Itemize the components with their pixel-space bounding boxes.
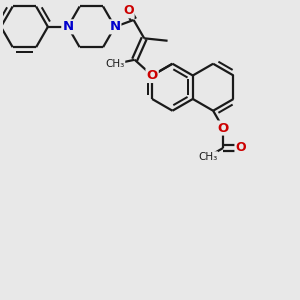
Text: CH₃: CH₃ — [106, 59, 125, 69]
Text: O: O — [146, 69, 158, 82]
Text: N: N — [109, 20, 120, 33]
Text: O: O — [236, 142, 246, 154]
Text: N: N — [62, 20, 74, 33]
Text: O: O — [123, 4, 134, 17]
Text: O: O — [218, 122, 229, 134]
Text: CH₃: CH₃ — [198, 152, 218, 162]
